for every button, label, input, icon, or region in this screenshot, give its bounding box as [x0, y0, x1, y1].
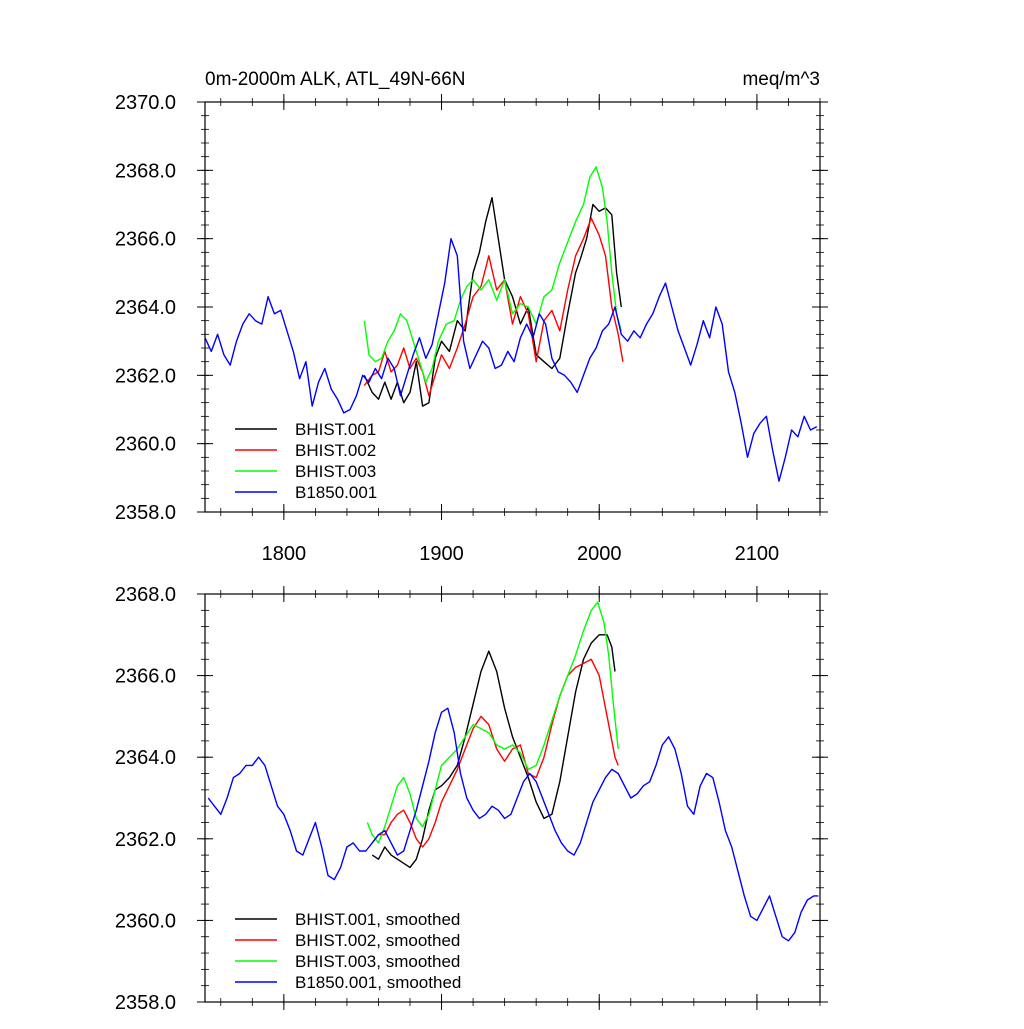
x-tick-label: 1900	[419, 543, 464, 565]
bottom-panel: 2358.0 2360.0 2362.0 2364.0 2366.0 2368.0 BHIS…	[115, 584, 828, 1014]
y-tick-label: 2368.0	[115, 584, 176, 606]
legend-label: B1850.001	[295, 483, 377, 502]
series-line	[371, 634, 616, 869]
series-line	[363, 217, 624, 397]
series-line	[205, 238, 818, 482]
series-line	[371, 658, 619, 848]
y-tick-label: 2368.0	[115, 160, 176, 182]
legend-label: BHIST.002	[295, 441, 376, 460]
plot-frame	[204, 593, 821, 1003]
series-line	[207, 707, 819, 942]
x-tick-label: 2000	[577, 543, 622, 565]
y-tick-label: 2362.0	[115, 365, 176, 387]
top-panel: 2358.0 2360.0 2362.0 2364.0 2366.0 2368.0 2370…	[115, 69, 828, 565]
series-line	[363, 197, 622, 407]
y-tick-label: 2366.0	[115, 666, 176, 688]
y-tick-label: 2366.0	[115, 229, 176, 251]
series-line	[363, 166, 622, 383]
y-tick-label: 2360.0	[115, 434, 176, 456]
y-tick-label: 2362.0	[115, 829, 176, 851]
legend-label: BHIST.001	[295, 420, 376, 439]
series-group	[207, 601, 819, 942]
y-tick-label: 2358.0	[115, 502, 176, 524]
legend-label: BHIST.003	[295, 462, 376, 481]
y-tick-label: 2360.0	[115, 910, 176, 932]
series-group	[205, 166, 818, 482]
legend-label: B1850.001, smoothed	[295, 973, 461, 992]
series-line	[366, 601, 619, 844]
legend-label: BHIST.003, smoothed	[295, 952, 460, 971]
x-tick-label: 2100	[735, 543, 780, 565]
legend-label: BHIST.001, smoothed	[295, 910, 460, 929]
y-tick-label: 2364.0	[115, 297, 176, 319]
units-label: meq/m^3	[742, 69, 820, 90]
x-tick-label: 1800	[262, 543, 307, 565]
chart-title: 0m-2000m ALK, ATL_49N-66N	[205, 69, 466, 90]
legend-label: BHIST.002, smoothed	[295, 931, 460, 950]
y-tick-label: 2364.0	[115, 747, 176, 769]
y-tick-label: 2370.0	[115, 92, 176, 114]
y-tick-label: 2358.0	[115, 992, 176, 1014]
